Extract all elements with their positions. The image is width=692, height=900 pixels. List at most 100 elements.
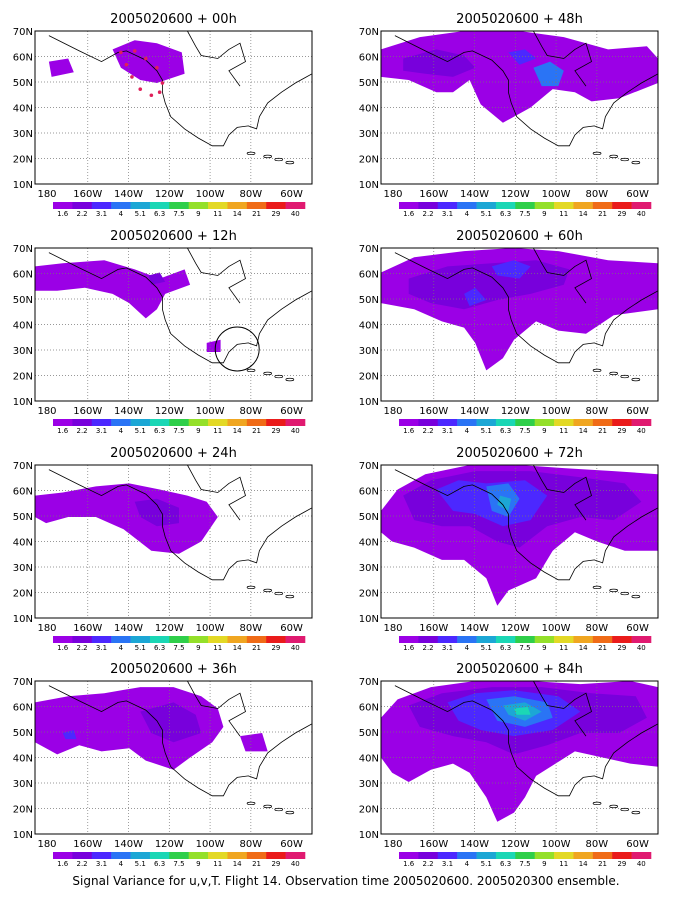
colorbar-swatch xyxy=(53,202,73,209)
colorbar-label: 11 xyxy=(213,427,222,435)
island xyxy=(285,810,295,815)
x-tick-label: 120W xyxy=(501,189,530,200)
colorbar-swatch xyxy=(208,202,228,209)
colorbar-label: 14 xyxy=(579,210,588,218)
colorbar-label: 6.3 xyxy=(500,210,511,218)
colorbar-label: 40 xyxy=(291,210,300,218)
colorbar-label: 21 xyxy=(252,427,261,435)
colorbar-swatch xyxy=(130,636,151,643)
y-tick-label: 70N xyxy=(13,461,33,472)
x-tick-label: 80W xyxy=(586,623,609,634)
colorbar-label: 2.2 xyxy=(77,427,88,435)
colorbar-swatch xyxy=(399,636,419,643)
y-tick-label: 50N xyxy=(359,512,379,523)
colorbar-label: 6.3 xyxy=(500,427,511,435)
colorbar-label: 3.1 xyxy=(96,427,107,435)
colorbar-swatch xyxy=(573,419,594,426)
x-tick-label: 160W xyxy=(73,406,102,417)
panel-title: 2005020600 + 60h xyxy=(456,229,583,244)
colorbar-swatch xyxy=(266,636,286,643)
coastline xyxy=(187,248,246,304)
colorbar-label: 6.3 xyxy=(154,210,165,218)
colorbar-label: 11 xyxy=(559,427,568,435)
y-tick-label: 10N xyxy=(13,180,33,191)
x-tick-label: 120W xyxy=(155,189,184,200)
plot-frame xyxy=(34,30,313,185)
colorbar-label: 11 xyxy=(559,644,568,652)
colorbar-label: 1.6 xyxy=(57,644,69,652)
colorbar-label: 2.2 xyxy=(423,644,434,652)
island xyxy=(274,591,284,596)
x-tick-label: 140W xyxy=(114,623,143,634)
colorbar-swatch xyxy=(246,202,267,209)
colorbar-label: 29 xyxy=(271,860,280,868)
x-tick-label: 120W xyxy=(501,406,530,417)
variance-contour xyxy=(240,733,268,752)
variance-contour xyxy=(408,260,570,310)
colorbar-label: 14 xyxy=(579,644,588,652)
colorbar-label: 29 xyxy=(617,860,626,868)
island xyxy=(631,594,641,599)
colorbar-swatch xyxy=(149,636,170,643)
island xyxy=(274,807,284,812)
y-tick-label: 40N xyxy=(13,754,33,765)
x-tick-label: 60W xyxy=(626,839,649,850)
colorbar-label: 9 xyxy=(196,427,200,435)
colorbar-label: 4 xyxy=(119,860,124,868)
x-tick-label: 80W xyxy=(240,406,263,417)
map-panel: 2005020600 + 48h 10N 20N 30N 40N 50N 60N 70N 180… xyxy=(359,12,659,218)
map-panel: 2005020600 + 36h 10N 20N 30N 40N 50N 60N 70N 180… xyxy=(13,662,313,868)
colorbar-swatch xyxy=(418,419,439,426)
colorbar-swatch xyxy=(592,636,613,643)
plot-frame xyxy=(34,680,313,835)
y-tick-label: 30N xyxy=(359,779,379,790)
colorbar-label: 5.1 xyxy=(135,210,146,218)
colorbar-label: 5.1 xyxy=(481,860,492,868)
colorbar-swatch xyxy=(437,852,458,859)
colorbar-label: 7.5 xyxy=(519,860,530,868)
colorbar-label: 1.6 xyxy=(57,860,69,868)
observation-point xyxy=(160,81,165,85)
variance-contour xyxy=(48,58,74,77)
colorbar-label: 21 xyxy=(598,644,607,652)
colorbar-label: 4 xyxy=(465,644,470,652)
y-tick-label: 50N xyxy=(13,78,33,89)
coastline xyxy=(394,35,658,147)
colorbar-label: 40 xyxy=(291,427,300,435)
colorbar-label: 7.5 xyxy=(173,860,184,868)
plot-frame xyxy=(34,247,313,402)
y-tick-label: 10N xyxy=(13,614,33,625)
colorbar-label: 5.1 xyxy=(135,427,146,435)
island xyxy=(620,807,630,812)
colorbar-swatch xyxy=(573,636,594,643)
y-tick-label: 40N xyxy=(359,754,379,765)
x-tick-label: 180 xyxy=(37,189,56,200)
island xyxy=(631,160,641,165)
colorbar-swatch xyxy=(418,852,439,859)
colorbar-swatch xyxy=(227,419,248,426)
colorbar-label: 14 xyxy=(233,427,242,435)
colorbar-swatch xyxy=(418,636,439,643)
x-tick-label: 80W xyxy=(240,623,263,634)
x-tick-label: 100W xyxy=(196,623,225,634)
x-tick-label: 100W xyxy=(542,623,571,634)
colorbar-label: 4 xyxy=(119,644,124,652)
y-tick-label: 30N xyxy=(13,563,33,574)
colorbar-swatch xyxy=(111,419,131,426)
colorbar-label: 11 xyxy=(213,644,222,652)
colorbar-label: 1.6 xyxy=(403,427,415,435)
y-tick-label: 50N xyxy=(13,728,33,739)
colorbar-swatch xyxy=(612,202,632,209)
y-tick-label: 20N xyxy=(13,372,33,383)
island xyxy=(609,154,619,159)
colorbar-label: 9 xyxy=(196,210,200,218)
x-tick-label: 80W xyxy=(586,406,609,417)
colorbar-label: 21 xyxy=(598,210,607,218)
colorbar-swatch xyxy=(437,419,458,426)
colorbar-swatch xyxy=(631,636,652,643)
colorbar-label: 14 xyxy=(233,860,242,868)
colorbar-swatch xyxy=(573,852,594,859)
island xyxy=(592,801,602,806)
coastline xyxy=(394,469,658,581)
y-tick-label: 10N xyxy=(359,397,379,408)
